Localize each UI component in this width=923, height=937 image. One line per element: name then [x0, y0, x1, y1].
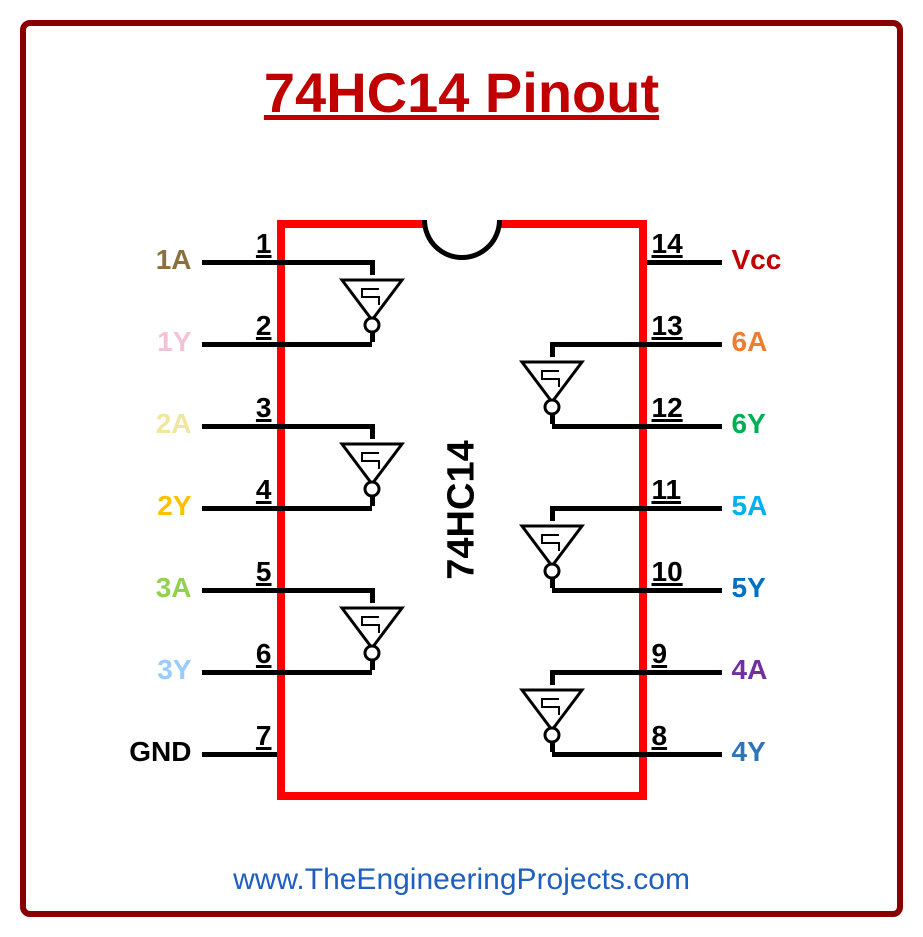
wire — [277, 506, 372, 511]
wire — [370, 660, 375, 670]
pin-lead-left — [202, 342, 277, 347]
pin-lead-left — [202, 424, 277, 429]
pin-number: 4 — [256, 474, 272, 506]
chip-label: 74HC14 — [440, 440, 483, 579]
pin-label: 4A — [732, 654, 768, 686]
pin-label: Vcc — [732, 244, 782, 276]
pin-label: 3A — [156, 572, 192, 604]
pin-lead-right — [647, 752, 722, 757]
wire — [550, 506, 555, 521]
wire — [277, 342, 372, 347]
schmitt-inverter — [337, 603, 407, 668]
pin-number: 10 — [652, 556, 683, 588]
pin-label: 5A — [732, 490, 768, 522]
wire — [552, 752, 647, 757]
pin-number: 7 — [256, 720, 272, 752]
pin-number: 2 — [256, 310, 272, 342]
chip-notch — [422, 220, 502, 260]
wire — [550, 670, 555, 685]
wire — [370, 496, 375, 506]
website-url: www.TheEngineeringProjects.com — [233, 863, 690, 897]
pin-lead-left — [202, 752, 277, 757]
pin-lead-right — [647, 260, 722, 265]
pin-label: 4Y — [732, 736, 766, 768]
wire — [370, 588, 375, 603]
wire — [370, 424, 375, 439]
wire — [550, 414, 555, 424]
pin-number: 3 — [256, 392, 272, 424]
pin-lead-right — [647, 342, 722, 347]
diagram-title: 74HC14 Pinout — [264, 60, 659, 125]
pin-lead-right — [647, 670, 722, 675]
wire — [277, 260, 372, 265]
pin-lead-right — [647, 588, 722, 593]
pin-lead-left — [202, 588, 277, 593]
wire — [370, 332, 375, 342]
pin-number: 11 — [652, 474, 682, 506]
pin-label: 2Y — [157, 490, 191, 522]
pin-number: 13 — [652, 310, 683, 342]
schmitt-inverter — [517, 521, 587, 586]
pin-label: 1Y — [157, 326, 191, 358]
wire — [370, 260, 375, 275]
pin-number: 8 — [652, 720, 668, 752]
pin-label: 6A — [732, 326, 768, 358]
schmitt-inverter — [337, 275, 407, 340]
wire — [552, 342, 647, 347]
pin-lead-left — [202, 506, 277, 511]
pin-lead-right — [647, 506, 722, 511]
wire — [277, 424, 372, 429]
pin-lead-left — [202, 260, 277, 265]
schmitt-inverter — [517, 357, 587, 422]
pin-number: 6 — [256, 638, 272, 670]
pin-number: 1 — [256, 228, 272, 260]
wire — [552, 670, 647, 675]
pin-label: 1A — [156, 244, 192, 276]
chip-container: 74HC14 1 1A 2 1Y 3 2A 4 2Y 5 3A 6 3Y 7 GND 14 Vcc 13 6A 12… — [102, 220, 822, 820]
schmitt-inverter — [517, 685, 587, 750]
pin-number: 5 — [256, 556, 272, 588]
wire — [550, 742, 555, 752]
schmitt-inverter — [337, 439, 407, 504]
wire — [552, 588, 647, 593]
pin-number: 9 — [652, 638, 668, 670]
wire — [552, 424, 647, 429]
pin-number: 14 — [652, 228, 683, 260]
pin-number: 12 — [652, 392, 683, 424]
pin-label: 5Y — [732, 572, 766, 604]
wire — [550, 578, 555, 588]
pin-label: GND — [129, 736, 191, 768]
wire — [277, 670, 372, 675]
pin-label: 3Y — [157, 654, 191, 686]
pin-label: 6Y — [732, 408, 766, 440]
wire — [552, 506, 647, 511]
pin-label: 2A — [156, 408, 192, 440]
pin-lead-left — [202, 670, 277, 675]
pin-lead-right — [647, 424, 722, 429]
wire — [550, 342, 555, 357]
wire — [277, 588, 372, 593]
